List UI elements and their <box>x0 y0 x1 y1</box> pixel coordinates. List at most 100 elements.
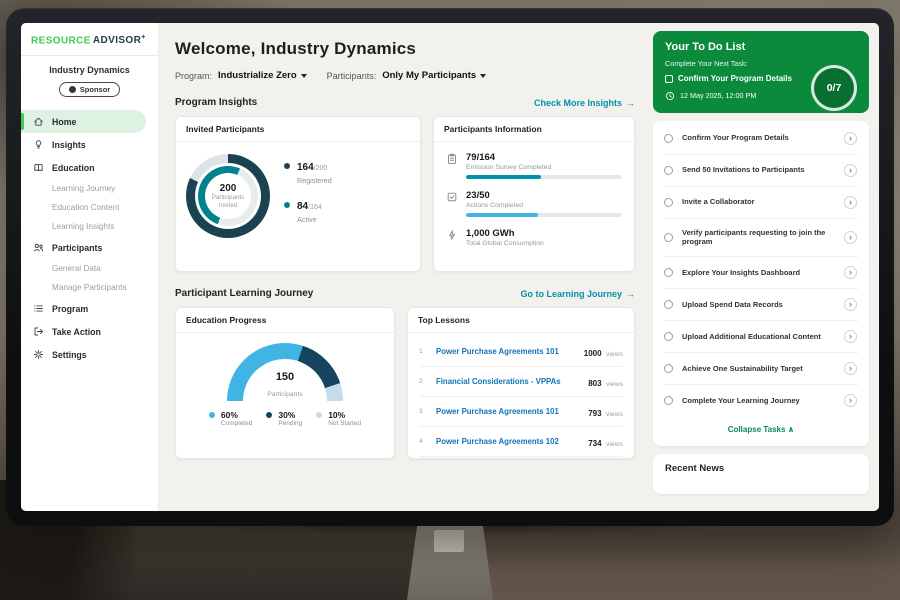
program-insights-title: Program Insights <box>175 97 258 108</box>
chevron-right-icon[interactable]: › <box>844 298 857 312</box>
sidebar-item-label: Take Action <box>52 326 101 337</box>
sidebar: RESOURCE ADVISOR+ Industry Dynamics Spons… <box>21 23 159 511</box>
energy-bolt-icon <box>446 229 458 241</box>
invited-participants-card: Invited Participants 200 Participants In… <box>175 116 421 272</box>
sidebar-item-education-content[interactable]: Education Content <box>52 203 120 213</box>
card-title: Invited Participants <box>176 117 420 142</box>
sponsor-badge-label: Sponsor <box>79 85 111 95</box>
list-icon <box>33 303 44 314</box>
task-checkbox[interactable] <box>664 268 673 278</box>
task-item[interactable]: Verify participants requesting to join t… <box>664 219 858 258</box>
task-item[interactable]: Achieve One Sustainability Target › <box>664 353 858 386</box>
legend-dot-pending <box>266 412 273 418</box>
education-progress-card: Education Progress 150 Participants <box>175 307 395 459</box>
task-item[interactable]: Invite a Collaborator › <box>664 187 858 219</box>
monitor-stand-label <box>434 530 464 552</box>
task-item[interactable]: Upload Spend Data Records › <box>664 289 858 322</box>
logo-plus: + <box>141 34 146 41</box>
program-select[interactable]: Industrialize Zero <box>218 70 307 81</box>
info-row-actions: 23/50 Actions Completed <box>446 190 622 217</box>
sidebar-item-label: Settings <box>52 349 87 360</box>
sponsor-icon <box>68 86 76 94</box>
gauge-legend: 60% Completed 30% Pending <box>208 410 361 427</box>
chevron-right-icon[interactable]: › <box>844 131 857 145</box>
sidebar-item-learning-journey[interactable]: Learning Journey <box>52 184 116 194</box>
task-item[interactable]: Send 50 Invitations to Participants › <box>664 155 858 187</box>
lesson-row: 1 Power Purchase Agreements 101 1000 vie… <box>419 337 623 367</box>
lesson-link[interactable]: Power Purchase Agreements 101 <box>436 407 559 416</box>
participants-information-card: Participants Information 79/164 Emission… <box>433 116 635 272</box>
task-item[interactable]: Explore Your Insights Dashboard › <box>664 257 858 290</box>
sidebar-item-education[interactable]: Education <box>21 156 158 179</box>
sidebar-item-home[interactable]: Home <box>21 110 146 134</box>
legend-registered: 164/200 Registered <box>284 157 332 185</box>
task-item[interactable]: Complete Your Learning Journey › <box>664 385 858 416</box>
todo-panel: Your To Do List Complete Your Next Task:… <box>647 23 879 511</box>
sidebar-item-participants[interactable]: Participants <box>21 236 158 259</box>
next-task[interactable]: Confirm Your Program Details <box>665 74 805 84</box>
chevron-right-icon[interactable]: › <box>844 163 857 177</box>
people-icon <box>33 242 44 253</box>
task-item[interactable]: Upload Additional Educational Content › <box>664 321 858 354</box>
task-checkbox[interactable] <box>664 364 673 374</box>
sidebar-item-label: Participants <box>52 242 103 253</box>
survey-progress-track <box>466 175 622 179</box>
sidebar-item-program[interactable]: Program <box>21 297 158 320</box>
filter-bar: Program: Industrialize Zero Participants… <box>175 70 635 81</box>
card-title: Education Progress <box>176 308 394 333</box>
sidebar-item-label: Insights <box>52 139 86 150</box>
chevron-right-icon[interactable]: › <box>844 266 857 280</box>
lesson-link[interactable]: Power Purchase Agreements 101 <box>436 347 559 356</box>
chevron-up-icon: ∧ <box>787 425 795 435</box>
lesson-row: 4 Power Purchase Agreements 102 734 view… <box>419 427 623 457</box>
lesson-row: 5 Power Purchase Agreements 103 600 view… <box>419 457 623 458</box>
chevron-right-icon[interactable]: › <box>844 330 857 344</box>
task-item[interactable]: Confirm Your Program Details › <box>664 123 858 155</box>
sidebar-item-label: Home <box>52 116 77 127</box>
collapse-tasks-link[interactable]: Collapse Tasks ∧ <box>727 425 795 435</box>
donut-legend: 164/200 Registered 84/164 Active <box>284 157 332 235</box>
org-name: Industry Dynamics <box>49 65 130 76</box>
logo-resource: RESOURCE <box>31 35 91 47</box>
chevron-right-icon[interactable]: › <box>844 230 857 244</box>
lesson-row: 2 Financial Considerations - VPPAs 803 v… <box>419 367 623 397</box>
monitor: RESOURCE ADVISOR+ Industry Dynamics Spons… <box>6 8 894 526</box>
chevron-right-icon[interactable]: › <box>844 394 857 408</box>
gear-icon <box>33 349 44 360</box>
lesson-link[interactable]: Power Purchase Agreements 102 <box>436 437 559 446</box>
sidebar-item-take-action[interactable]: Take Action <box>21 320 158 343</box>
participants-select[interactable]: Only My Participants <box>382 70 487 81</box>
arrow-right-icon: → <box>626 97 635 108</box>
sidebar-item-learning-insights[interactable]: Learning Insights <box>52 222 115 232</box>
task-checkbox[interactable] <box>664 300 673 310</box>
task-checkbox[interactable] <box>664 133 673 143</box>
task-checkbox[interactable] <box>664 232 673 242</box>
chevron-right-icon[interactable]: › <box>844 362 857 376</box>
logo-advisor: ADVISOR <box>92 35 142 47</box>
task-checkbox[interactable] <box>664 197 673 207</box>
lesson-link[interactable]: Financial Considerations - VPPAs <box>436 377 561 386</box>
checkbox-icon[interactable] <box>665 74 673 83</box>
participants-label: Participants: <box>326 70 377 81</box>
sidebar-item-insights[interactable]: Insights <box>21 133 158 156</box>
lightbulb-icon <box>33 139 44 150</box>
todo-progress-ring: 0/7 <box>811 65 857 111</box>
chevron-right-icon[interactable]: › <box>844 195 857 209</box>
program-label: Program: <box>175 70 213 81</box>
legend-not-started: 10% Not Started <box>316 410 361 427</box>
clock-icon <box>665 91 675 101</box>
sidebar-item-settings[interactable]: Settings <box>21 343 158 366</box>
task-checkbox[interactable] <box>664 332 673 342</box>
invited-donut-ring-inner: 200 Participants Invited <box>198 166 258 226</box>
info-row-survey: 79/164 Emission Survey Completed <box>446 152 622 179</box>
sidebar-item-general-data[interactable]: General Data <box>52 264 101 274</box>
task-checkbox[interactable] <box>664 165 673 175</box>
dashboard-screen: RESOURCE ADVISOR+ Industry Dynamics Spons… <box>21 23 879 511</box>
action-arrow-icon <box>33 326 44 337</box>
sidebar-item-manage-participants[interactable]: Manage Participants <box>52 283 127 293</box>
home-icon <box>33 116 44 127</box>
check-more-insights-link[interactable]: Check More Insights → <box>533 97 635 108</box>
go-to-learning-journey-link[interactable]: Go to Learning Journey → <box>520 288 635 299</box>
task-checkbox[interactable] <box>664 396 673 406</box>
